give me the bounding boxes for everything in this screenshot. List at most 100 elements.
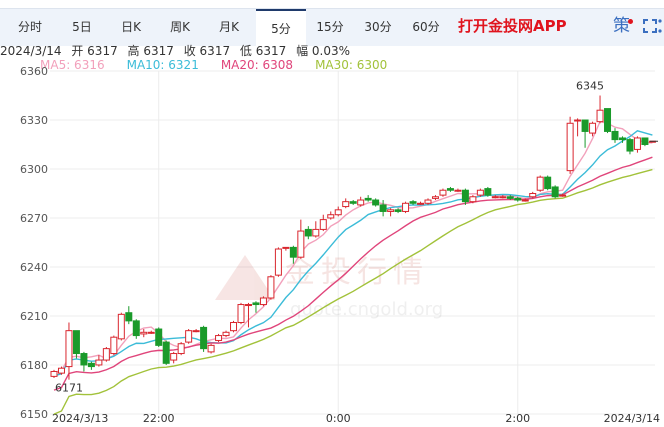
candle-body [424,199,432,204]
candle-body [387,209,395,212]
candle [446,186,454,192]
watermark-mark [215,255,275,300]
tab-5[interactable]: 5分 [256,9,306,46]
candle-body [125,312,133,322]
candle-body [282,246,290,249]
candle [162,340,170,365]
tab-2[interactable]: 日K [121,20,141,34]
candle [431,195,439,201]
watermark-text: 金投行情 [285,255,429,290]
candle [117,312,125,341]
strategy-button[interactable]: 策 [613,16,630,36]
candle-body [200,326,208,350]
info-open: 开 6317 [71,44,118,58]
info-close: 收 6317 [183,44,231,58]
candle-body [334,209,342,216]
candle-body [446,188,454,191]
candle [491,195,499,199]
candle-body [132,320,140,337]
more-vertical-icon[interactable] [658,17,662,37]
candle-body [402,202,410,212]
candle [476,188,484,197]
ma-legend-0: MA5: 6316 [40,58,105,72]
candle-body [237,304,245,324]
candle [252,301,260,313]
candle-body [521,199,529,202]
ma-legend: MA5: 6316 MA10: 6321 MA20: 6308 MA30: 6300 [40,58,409,72]
tab-4[interactable]: 月K [219,20,239,34]
candle [207,343,215,354]
candle-body [491,196,499,199]
candle [177,342,185,356]
info-change: 幅 0.03% [296,44,351,58]
open-app-link[interactable]: 打开金投网APP [458,17,567,35]
tab-6[interactable]: 15分 [316,20,344,34]
candle-body [87,362,95,368]
candle-body [207,344,215,353]
y-tick-label: 6270 [20,212,48,225]
candle-body [551,186,559,198]
candle [559,193,567,197]
tab-8[interactable]: 60分 [412,20,440,34]
y-tick-label: 6330 [20,114,48,127]
extreme-label: 6345 [576,80,604,93]
candle [267,275,275,300]
candle-body [170,353,178,361]
extreme-label: 6171 [55,382,83,395]
candle-body [267,276,275,299]
candle-body [215,335,223,341]
candle-body [409,201,417,204]
candle [349,200,357,205]
candle [192,329,200,333]
candle [237,302,245,325]
candle [499,195,507,199]
candle [132,319,140,339]
candle-body [559,194,567,197]
candle [394,208,402,214]
tab-3[interactable]: 周K [170,20,190,34]
candle-body [589,122,597,134]
ma-legend-1: MA10: 6321 [126,58,199,72]
candle [424,198,432,205]
candle-body [581,119,589,132]
candle [140,329,148,338]
candle-body [80,353,88,366]
candle-body [454,189,462,192]
candle-body [469,196,477,203]
candle-body [312,228,320,237]
candle [551,185,559,199]
candle-body [192,330,200,333]
candle-body [327,214,335,219]
candle [506,195,514,201]
y-tick-label: 6210 [20,310,48,323]
tab-1[interactable]: 5日 [72,20,92,34]
y-tick-label: 6240 [20,261,48,274]
candle-body [297,230,305,258]
candle [402,201,410,214]
candle-body [566,122,574,172]
tab-7[interactable]: 30分 [364,20,392,34]
ma-legend-3: MA30: 6300 [315,58,388,72]
candle-body [274,248,282,276]
candle [95,355,103,367]
fullscreen-icon[interactable] [643,19,657,33]
candle-body [499,196,507,199]
candle [357,196,365,207]
candle-body [596,109,604,123]
candle [304,226,312,240]
candle-body [244,304,252,307]
candle [417,201,425,205]
candle [454,188,462,192]
candle [87,361,95,370]
candle-body [185,330,193,343]
tab-0[interactable]: 分时 [17,20,42,34]
candle-body [439,189,447,196]
candle-body [372,199,380,206]
candle [80,351,88,372]
candle [529,191,537,199]
y-tick-label: 6150 [20,408,48,421]
ohlc-info: 2024/3/14 开 6317 高 6317 收 6317 低 6317 幅 … [0,42,356,59]
candle [230,320,238,333]
